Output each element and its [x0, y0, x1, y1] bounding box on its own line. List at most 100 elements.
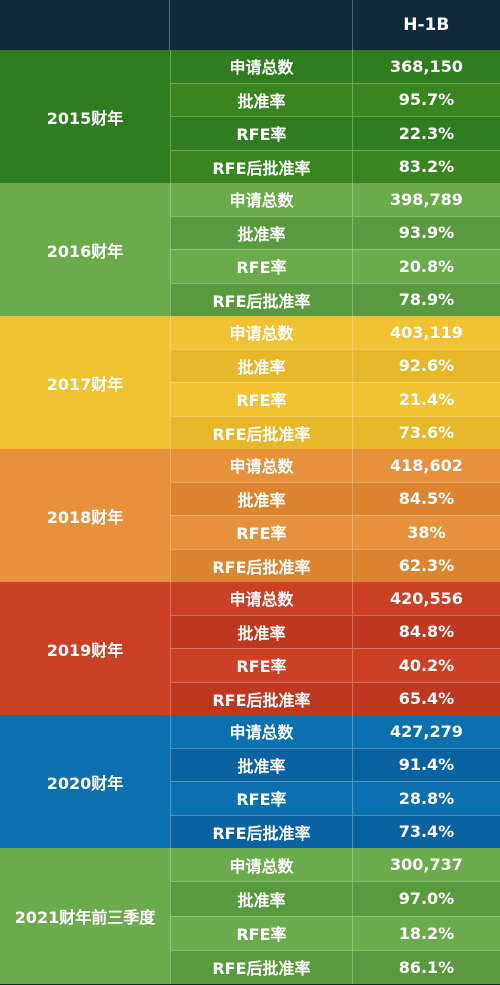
value-cell: 83.2% — [351, 150, 500, 183]
table-row: RFE后批准率 86.1% — [170, 949, 500, 984]
group-rows: 申请总数 398,789 批准率 93.9% RFE率 20.8% RFE后批准率 78… — [170, 183, 500, 316]
year-group: 2017财年 申请总数 403,119 批准率 92.6% RFE率 21.4% RF… — [0, 316, 500, 449]
value-cell: 300,737 — [351, 848, 500, 882]
year-group: 2016财年 申请总数 398,789 批准率 93.9% RFE率 20.8% RF… — [0, 183, 500, 316]
metric-label: RFE率 — [170, 916, 352, 950]
value-cell: 21.4% — [351, 383, 500, 416]
metric-label: RFE率 — [170, 516, 352, 549]
value-cell: 38% — [351, 516, 500, 549]
table-row: 申请总数 418,602 — [170, 449, 500, 482]
table-row: RFE率 22.3% — [170, 116, 500, 150]
value-cell: 28.8% — [351, 782, 500, 815]
metric-label: RFE后批准率 — [170, 682, 352, 715]
table-row: RFE后批准率 78.9% — [170, 282, 500, 316]
value-cell: 420,556 — [351, 582, 500, 615]
table-row: RFE后批准率 73.4% — [170, 814, 500, 848]
metric-label: RFE率 — [170, 782, 352, 815]
metric-label: RFE后批准率 — [170, 815, 352, 848]
metric-label: 批准率 — [170, 216, 352, 249]
year-label: 2019财年 — [0, 582, 170, 715]
header-cell-year — [0, 0, 169, 50]
table-row: 申请总数 368,150 — [170, 50, 500, 83]
year-label: 2015财年 — [0, 50, 170, 183]
table-row: 批准率 91.4% — [170, 747, 500, 781]
year-group: 2021财年前三季度 申请总数 300,737 批准率 97.0% RFE率 18.2… — [0, 848, 500, 984]
table-row: 申请总数 398,789 — [170, 183, 500, 216]
value-cell: 22.3% — [351, 117, 500, 150]
metric-label: RFE后批准率 — [170, 150, 352, 183]
year-label: 2018财年 — [0, 449, 170, 582]
value-cell: 93.9% — [351, 216, 500, 249]
header-cell-h1b: H-1B — [351, 0, 500, 50]
value-cell: 97.0% — [351, 882, 500, 916]
year-group: 2015财年 申请总数 368,150 批准率 95.7% RFE率 22.3% RF… — [0, 50, 500, 183]
table-row: 申请总数 420,556 — [170, 582, 500, 615]
metric-label: RFE率 — [170, 649, 352, 682]
year-group: 2020财年 申请总数 427,279 批准率 91.4% RFE率 28.8% RF… — [0, 715, 500, 848]
value-cell: 368,150 — [351, 50, 500, 83]
metric-label: RFE率 — [170, 117, 352, 150]
value-cell: 95.7% — [351, 83, 500, 116]
metric-label: RFE率 — [170, 250, 352, 283]
table-row: RFE后批准率 83.2% — [170, 149, 500, 183]
table-row: RFE后批准率 65.4% — [170, 681, 500, 715]
table-row: 申请总数 403,119 — [170, 316, 500, 349]
year-label: 2020财年 — [0, 715, 170, 848]
metric-label: RFE后批准率 — [170, 950, 352, 984]
value-cell: 403,119 — [351, 316, 500, 349]
metric-label: 申请总数 — [170, 316, 352, 349]
table-row: RFE后批准率 62.3% — [170, 548, 500, 582]
year-group: 2018财年 申请总数 418,602 批准率 84.5% RFE率 38% RFE后… — [0, 449, 500, 582]
year-label: 2017财年 — [0, 316, 170, 449]
value-cell: 40.2% — [351, 649, 500, 682]
value-cell: 20.8% — [351, 250, 500, 283]
header-cell-metric — [169, 0, 351, 50]
metric-label: RFE率 — [170, 383, 352, 416]
year-label: 2016财年 — [0, 183, 170, 316]
table-row: 批准率 95.7% — [170, 82, 500, 116]
metric-label: 申请总数 — [170, 183, 352, 216]
value-cell: 398,789 — [351, 183, 500, 216]
table-row: RFE率 21.4% — [170, 382, 500, 416]
table-row: 批准率 92.6% — [170, 348, 500, 382]
value-cell: 84.5% — [351, 482, 500, 515]
table-row: 批准率 97.0% — [170, 881, 500, 916]
group-rows: 申请总数 418,602 批准率 84.5% RFE率 38% RFE后批准率 62.3… — [170, 449, 500, 582]
metric-label: 申请总数 — [170, 715, 352, 748]
table-row: 批准率 93.9% — [170, 215, 500, 249]
year-label: 2021财年前三季度 — [0, 848, 170, 984]
table-row: RFE率 38% — [170, 515, 500, 549]
metric-label: 批准率 — [170, 349, 352, 382]
metric-label: RFE后批准率 — [170, 416, 352, 449]
table-row: 批准率 84.8% — [170, 614, 500, 648]
table-row: 申请总数 300,737 — [170, 848, 500, 882]
table-row: RFE率 28.8% — [170, 781, 500, 815]
metric-label: 申请总数 — [170, 449, 352, 482]
table-row: RFE率 20.8% — [170, 249, 500, 283]
year-group: 2019财年 申请总数 420,556 批准率 84.8% RFE率 40.2% RF… — [0, 582, 500, 715]
value-cell: 73.6% — [351, 416, 500, 449]
table-row: RFE后批准率 73.6% — [170, 415, 500, 449]
metric-label: 批准率 — [170, 615, 352, 648]
group-rows: 申请总数 403,119 批准率 92.6% RFE率 21.4% RFE后批准率 73… — [170, 316, 500, 449]
value-cell: 18.2% — [351, 916, 500, 950]
table-row: 申请总数 427,279 — [170, 715, 500, 748]
value-cell: 62.3% — [351, 549, 500, 582]
metric-label: 批准率 — [170, 83, 352, 116]
metric-label: 申请总数 — [170, 50, 352, 83]
group-rows: 申请总数 420,556 批准率 84.8% RFE率 40.2% RFE后批准率 65… — [170, 582, 500, 715]
value-cell: 73.4% — [351, 815, 500, 848]
table-header-row: H-1B — [0, 0, 500, 50]
value-cell: 86.1% — [351, 950, 500, 984]
value-cell: 91.4% — [351, 748, 500, 781]
metric-label: 批准率 — [170, 482, 352, 515]
metric-label: RFE后批准率 — [170, 549, 352, 582]
group-rows: 申请总数 427,279 批准率 91.4% RFE率 28.8% RFE后批准率 73… — [170, 715, 500, 848]
value-cell: 427,279 — [351, 715, 500, 748]
table-row: RFE率 40.2% — [170, 648, 500, 682]
table-row: 批准率 84.5% — [170, 481, 500, 515]
table-row: RFE率 18.2% — [170, 915, 500, 950]
value-cell: 92.6% — [351, 349, 500, 382]
metric-label: RFE后批准率 — [170, 283, 352, 316]
